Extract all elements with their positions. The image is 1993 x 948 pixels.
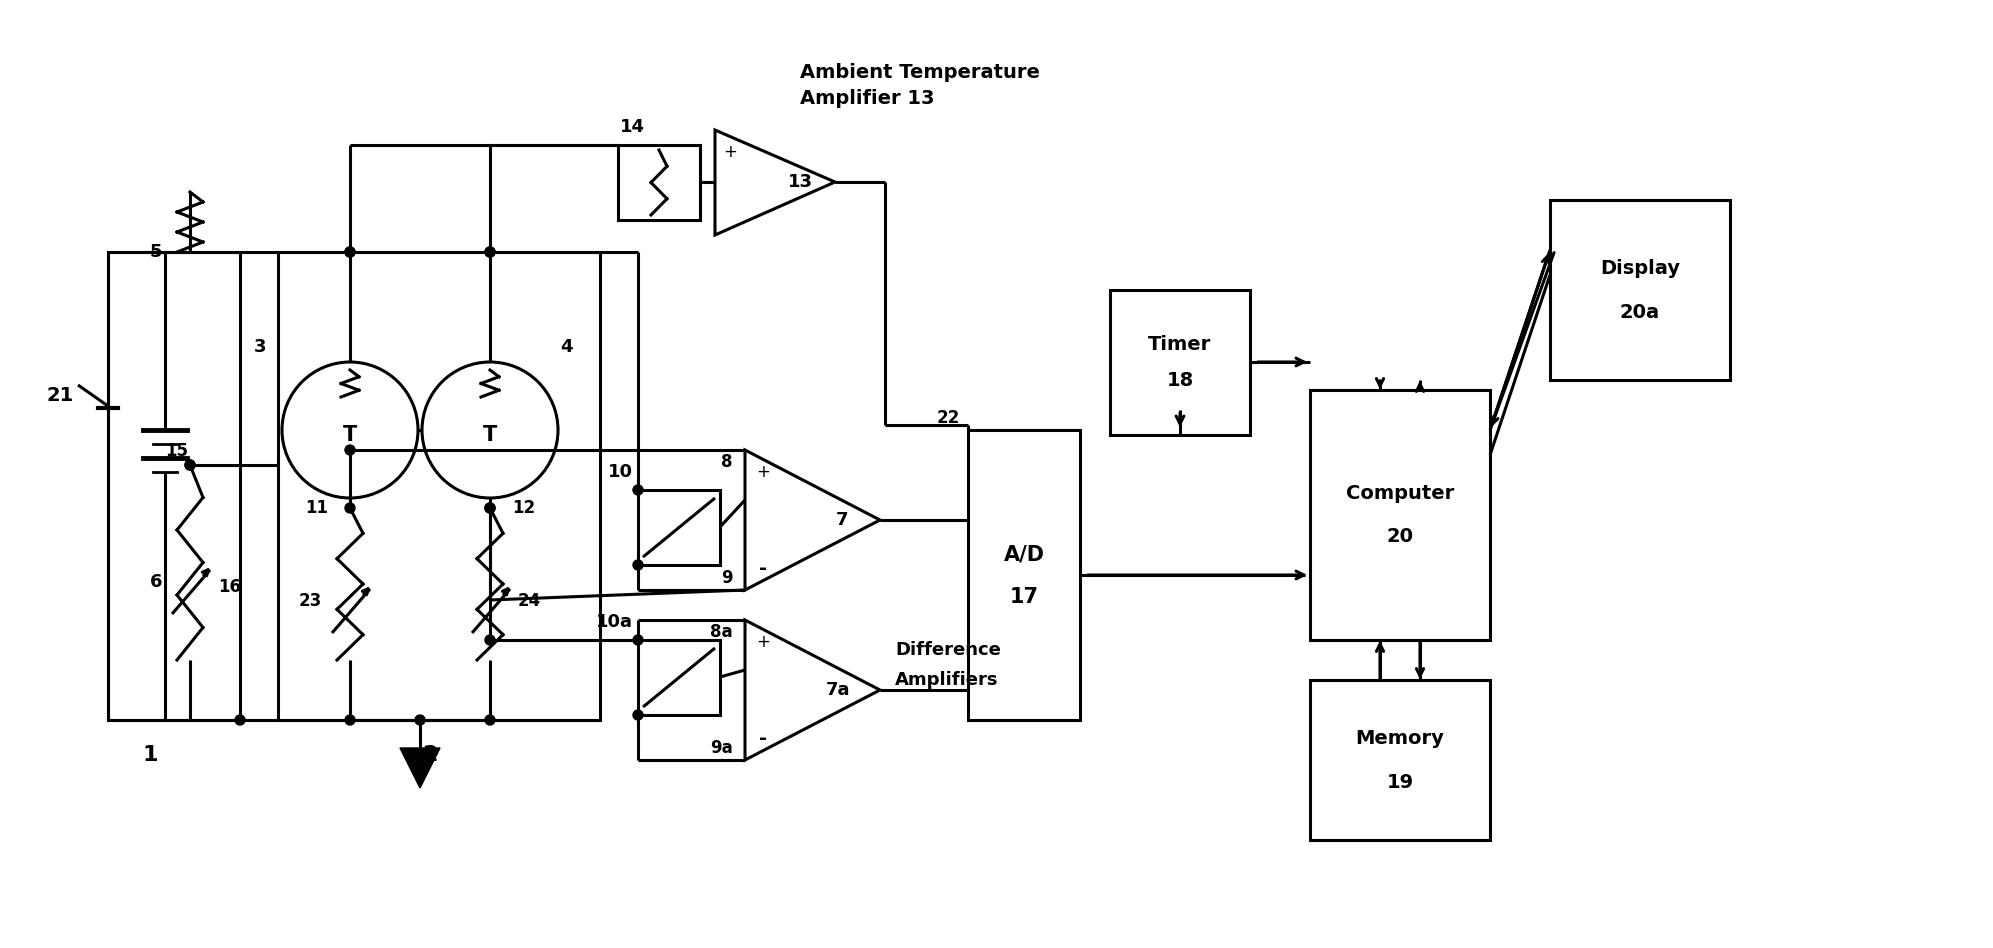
Text: 16: 16 xyxy=(217,578,241,596)
Circle shape xyxy=(345,247,355,257)
Text: 1: 1 xyxy=(142,745,157,765)
Text: -: - xyxy=(759,728,767,748)
Circle shape xyxy=(235,715,245,725)
Text: 4: 4 xyxy=(560,338,572,356)
Circle shape xyxy=(484,503,494,513)
Circle shape xyxy=(185,460,195,470)
Polygon shape xyxy=(401,748,440,788)
Circle shape xyxy=(484,635,494,645)
Text: 9a: 9a xyxy=(710,739,733,757)
Text: 13: 13 xyxy=(787,173,813,191)
Text: Difference: Difference xyxy=(895,641,1000,659)
Text: 20a: 20a xyxy=(1620,302,1660,321)
Circle shape xyxy=(484,503,494,513)
Circle shape xyxy=(415,715,425,725)
Text: 3: 3 xyxy=(253,338,267,356)
Text: 7: 7 xyxy=(835,511,849,529)
Text: 6: 6 xyxy=(149,573,161,591)
Text: +: + xyxy=(755,463,769,481)
Circle shape xyxy=(345,247,355,257)
Text: 18: 18 xyxy=(1166,371,1194,390)
Text: 21: 21 xyxy=(46,386,74,405)
Circle shape xyxy=(484,715,494,725)
Text: T: T xyxy=(482,425,496,445)
Text: Ambient Temperature: Ambient Temperature xyxy=(799,63,1040,82)
Bar xyxy=(1110,290,1250,435)
Bar xyxy=(1551,200,1730,380)
Bar xyxy=(618,145,700,220)
Text: 17: 17 xyxy=(1010,587,1038,607)
Circle shape xyxy=(345,503,355,513)
Circle shape xyxy=(484,247,494,257)
Text: 20: 20 xyxy=(1387,527,1413,546)
Text: 7a: 7a xyxy=(825,681,851,699)
Text: Computer: Computer xyxy=(1345,483,1455,502)
Circle shape xyxy=(185,460,195,470)
Text: 23: 23 xyxy=(299,592,323,610)
Text: -: - xyxy=(759,558,767,577)
Bar xyxy=(277,252,600,720)
Circle shape xyxy=(345,445,355,455)
Text: 11: 11 xyxy=(305,499,329,517)
Text: 12: 12 xyxy=(512,499,536,517)
Circle shape xyxy=(634,635,644,645)
Text: 24: 24 xyxy=(518,592,542,610)
Text: 2: 2 xyxy=(423,745,438,765)
Text: +: + xyxy=(723,143,737,161)
Text: A/D: A/D xyxy=(1004,545,1044,565)
Text: 19: 19 xyxy=(1387,773,1413,792)
Text: Amplifier 13: Amplifier 13 xyxy=(799,88,935,107)
Bar xyxy=(108,252,239,720)
Text: 5: 5 xyxy=(149,243,161,261)
Text: Amplifiers: Amplifiers xyxy=(895,671,998,689)
Text: 22: 22 xyxy=(937,409,961,427)
Text: Display: Display xyxy=(1600,259,1680,278)
Bar xyxy=(638,490,719,565)
Text: 8: 8 xyxy=(721,453,733,471)
Text: 15: 15 xyxy=(165,442,187,460)
Circle shape xyxy=(634,710,644,720)
Text: 8a: 8a xyxy=(710,623,733,641)
Text: 10: 10 xyxy=(608,463,634,481)
Circle shape xyxy=(484,247,494,257)
Circle shape xyxy=(634,560,644,570)
Bar xyxy=(638,640,719,715)
Text: T: T xyxy=(343,425,357,445)
Bar xyxy=(969,430,1080,720)
Text: 10a: 10a xyxy=(596,613,634,631)
Text: +: + xyxy=(755,633,769,651)
Bar xyxy=(1309,390,1491,640)
Circle shape xyxy=(345,715,355,725)
Text: 14: 14 xyxy=(620,118,646,136)
Bar xyxy=(1309,680,1491,840)
Text: Timer: Timer xyxy=(1148,335,1212,354)
Text: Memory: Memory xyxy=(1355,728,1445,748)
Circle shape xyxy=(634,485,644,495)
Text: 9: 9 xyxy=(721,569,733,587)
